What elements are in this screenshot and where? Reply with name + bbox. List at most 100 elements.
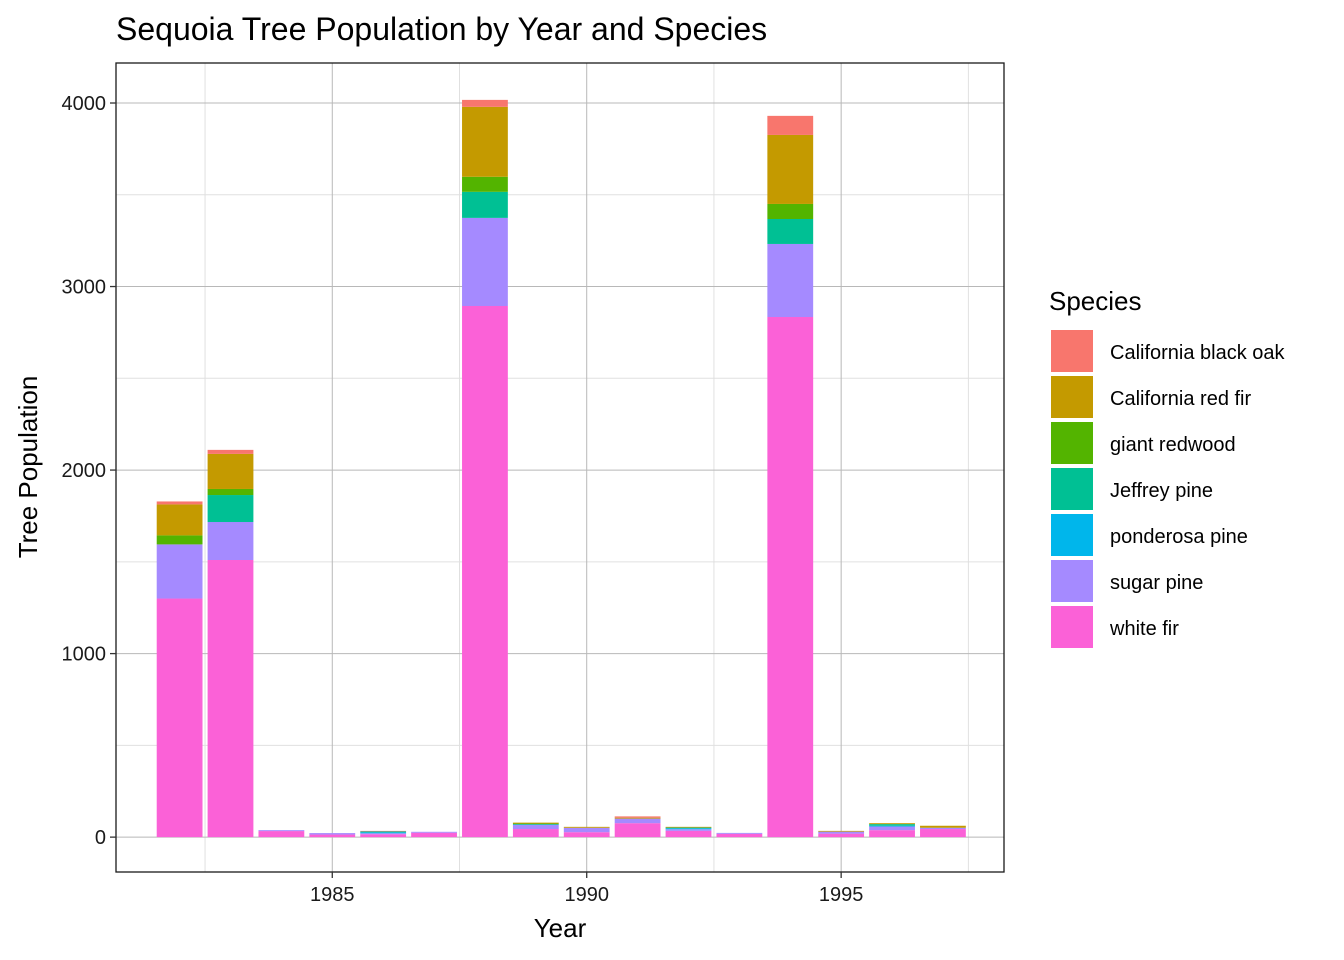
minor-gridlines: [116, 63, 1004, 872]
bar-segment-1992-sugar-pine: [665, 829, 712, 831]
bar-segment-1995-california-red-fir: [818, 830, 865, 832]
legend-item-california-red-fir: California red fir: [1051, 376, 1252, 418]
bar-segment-1987-white-fir: [411, 832, 457, 838]
bar-segment-1994-sugar-pine: [767, 243, 814, 318]
legend-item-sugar-pine: sugar pine: [1051, 560, 1203, 602]
legend: Species California black oak California r…: [1049, 286, 1286, 648]
y-axis-title: Tree Population: [13, 376, 43, 559]
bar-segment-1985-sugar-pine: [309, 833, 356, 835]
major-gridlines: [116, 63, 1004, 872]
bar-segment-1986-sugar-pine: [360, 833, 407, 835]
bar-segment-1991-white-fir: [614, 823, 661, 838]
bar-segment-1988-white-fir: [462, 305, 508, 838]
bar-segment-1982-sugar-pine: [156, 544, 203, 599]
bar-segment-1988-jeffrey-pine: [462, 191, 508, 218]
plot-panel-border: [115, 62, 1005, 873]
bar-stack-1996: [869, 823, 915, 838]
bar-segment-1995-sugar-pine: [818, 831, 865, 834]
bar-segment-1993-white-fir: [716, 833, 763, 838]
bar-stack-1991: [614, 816, 661, 838]
legend-label: Jeffrey pine: [1110, 480, 1213, 502]
bar-segment-1983-california-black-oak: [207, 449, 254, 454]
bar-stack-1985: [309, 833, 356, 838]
legend-swatch: [1051, 468, 1093, 510]
bar-segment-1992-white-fir: [665, 830, 712, 838]
bar-segment-1994-giant-redwood: [767, 203, 814, 220]
bar-segment-1986-ponderosa-pine: [360, 832, 407, 834]
bars-layer: [156, 99, 966, 838]
bar-segment-1982-california-black-oak: [156, 501, 203, 505]
legend-swatch: [1051, 514, 1093, 556]
bar-stack-1982: [156, 501, 203, 838]
legend-swatch: [1051, 422, 1093, 464]
y-tick-label: 4000: [62, 93, 107, 115]
legend-item-white-fir: white fir: [1051, 606, 1179, 648]
legend-label: giant redwood: [1110, 434, 1236, 456]
legend-item-ponderosa-pine: ponderosa pine: [1051, 514, 1248, 556]
bar-segment-1989-california-red-fir: [512, 822, 559, 824]
bar-segment-1986-jeffrey-pine: [360, 831, 407, 833]
legend-item-giant-redwood: giant redwood: [1051, 422, 1236, 464]
bar-segment-1990-white-fir: [563, 832, 610, 838]
bar-segment-1982-giant-redwood: [156, 535, 203, 545]
x-tick-label: 1995: [819, 884, 864, 906]
x-axis-title: Year: [534, 913, 587, 943]
bar-segment-1995-white-fir: [818, 833, 865, 838]
legend-swatch: [1051, 606, 1093, 648]
x-tick-label: 1985: [310, 884, 355, 906]
bar-segment-1996-california-red-fir: [869, 823, 915, 825]
bar-segment-1982-california-red-fir: [156, 504, 203, 536]
bar-segment-1992-ponderosa-pine: [665, 828, 712, 830]
bar-segment-1996-sugar-pine: [869, 826, 915, 831]
y-tick-label: 1000: [62, 644, 107, 666]
bar-segment-1996-jeffrey-pine: [869, 824, 915, 826]
bar-segment-1986-california-black-oak: [360, 830, 407, 832]
legend-item-california-black-oak: California black oak: [1051, 330, 1286, 372]
bar-segment-1984-white-fir: [258, 831, 305, 838]
bar-stack-1995: [818, 830, 865, 838]
bar-stack-1997: [920, 825, 966, 838]
x-axis: 1985 1990 1995: [310, 872, 863, 906]
bar-segment-1987-sugar-pine: [411, 831, 457, 833]
bar-stack-1988: [462, 99, 508, 838]
bar-segment-1989-ponderosa-pine: [512, 824, 559, 826]
bar-segment-1989-sugar-pine: [512, 825, 559, 830]
bar-segment-1994-jeffrey-pine: [767, 219, 814, 244]
bar-segment-1997-sugar-pine: [920, 827, 966, 830]
bar-segment-1983-jeffrey-pine: [207, 495, 254, 523]
legend-label: sugar pine: [1110, 572, 1203, 594]
bar-segment-1989-white-fir: [512, 829, 559, 838]
bar-segment-1988-california-red-fir: [462, 106, 508, 177]
bar-stack-1983: [207, 449, 254, 838]
chart-title: Sequoia Tree Population by Year and Spec…: [116, 11, 767, 47]
bar-stack-1993: [716, 832, 763, 838]
bar-segment-1983-california-red-fir: [207, 453, 254, 489]
legend-swatch: [1051, 376, 1093, 418]
legend-swatch: [1051, 330, 1093, 372]
legend-item-jeffrey-pine: Jeffrey pine: [1051, 468, 1213, 510]
bar-segment-1992-jeffrey-pine: [665, 827, 712, 829]
bar-segment-1991-sugar-pine: [614, 818, 661, 824]
bar-stack-1994: [767, 115, 814, 838]
bar-segment-1993-sugar-pine: [716, 832, 763, 834]
bar-segment-1990-sugar-pine: [563, 827, 610, 833]
bar-segment-1988-california-black-oak: [462, 99, 508, 107]
bar-segment-1994-white-fir: [767, 317, 814, 838]
bar-segment-1996-ponderosa-pine: [869, 825, 915, 827]
bar-stack-1990: [563, 826, 610, 838]
bar-segment-1991-california-black-oak: [614, 816, 661, 818]
y-tick-label: 0: [95, 827, 106, 849]
y-tick-label: 3000: [62, 277, 107, 299]
y-axis: 0 1000 2000 3000 4000: [62, 93, 116, 849]
bar-segment-1990-california-red-fir: [563, 826, 610, 828]
bar-segment-1997-california-red-fir: [920, 825, 966, 828]
bar-segment-1991-california-red-fir: [614, 817, 661, 819]
bar-segment-1982-white-fir: [156, 598, 203, 838]
bar-segment-1997-white-fir: [920, 829, 966, 838]
bar-segment-1983-white-fir: [207, 559, 254, 838]
bar-segment-1986-white-fir: [360, 834, 407, 838]
bar-segment-1989-giant-redwood: [512, 823, 559, 825]
bar-segment-1996-white-fir: [869, 830, 915, 838]
bar-segment-1985-white-fir: [309, 834, 356, 838]
